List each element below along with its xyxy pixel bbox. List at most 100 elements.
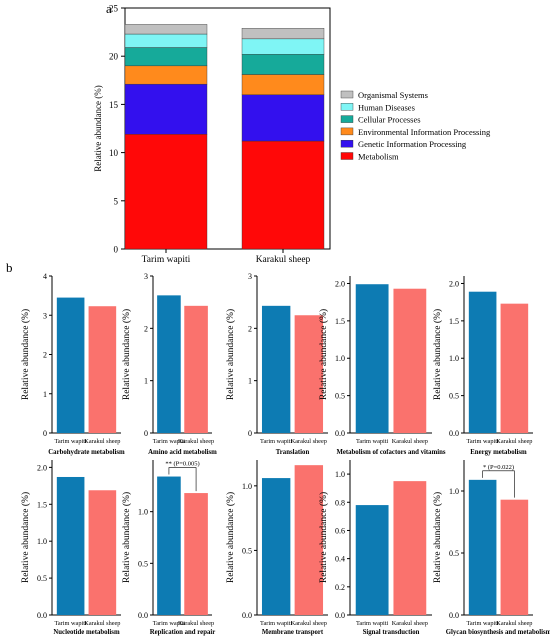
legend-label: Organismal Systems — [358, 90, 428, 100]
x-tick-label: Karakul sheep — [178, 438, 214, 445]
y-tick-label: 5 — [114, 196, 119, 206]
bar — [355, 505, 389, 615]
y-tick-label: 3 — [248, 272, 252, 281]
chart-title: Membrane transport — [262, 629, 324, 636]
significance-bracket — [168, 467, 197, 492]
bar — [500, 303, 529, 433]
bar — [261, 305, 291, 433]
y-tick-label: 1.0 — [37, 537, 47, 546]
stacked-bar-chart: 0 5 10 15 20 25 Relative abundance (%) Tarim wa… — [93, 4, 491, 266]
x-tick-label: Tarim wapiti — [466, 438, 499, 445]
bar — [184, 305, 208, 433]
x-tick-label: Karakul sheep — [392, 438, 428, 445]
y-tick-label: 0.2 — [335, 583, 345, 592]
y-tick-label: 20 — [109, 52, 119, 62]
legend-swatch — [340, 90, 354, 99]
y-tick-label: 1.5 — [37, 500, 47, 509]
y-tick-label: 0 — [43, 429, 47, 438]
x-tick-label: Karakul sheep — [392, 620, 428, 627]
y-tick-label: 0 — [248, 429, 252, 438]
legend-label: Genetic Information Processing — [358, 139, 467, 149]
y-tick-label: 1.0 — [138, 508, 148, 517]
y-axis-label: Relative abundance (%) — [318, 309, 329, 400]
y-tick-label: 4 — [43, 272, 47, 281]
significance-bracket — [482, 470, 515, 498]
panel-b-label: b — [6, 260, 13, 275]
y-tick-label: 2 — [248, 324, 252, 333]
stack-segment — [124, 24, 208, 35]
y-axis-label: Relative abundance (%) — [20, 309, 31, 400]
bar — [468, 291, 497, 433]
legend-swatch — [340, 139, 354, 148]
bar — [355, 284, 389, 433]
bar — [468, 479, 497, 615]
y-tick-label: 3 — [144, 272, 148, 281]
bar — [56, 476, 85, 615]
y-tick-label: 0.8 — [335, 498, 345, 507]
stack-segment — [241, 94, 325, 142]
chart-title: Glycan biosynthesis and metabolism — [446, 629, 550, 636]
legend-label: Human Diseases — [358, 102, 415, 112]
y-tick-label: 0.0 — [37, 611, 47, 620]
y-tick-label: 2.0 — [37, 463, 47, 472]
significance-label: ** (P=0.005) — [165, 461, 199, 468]
y-tick-label: 1.5 — [449, 317, 459, 326]
y-tick-label: 0.0 — [335, 429, 345, 438]
y-axis-label: Relative abundance (%) — [432, 492, 443, 583]
bar — [56, 297, 85, 433]
bar — [393, 481, 427, 615]
y-tick-label: 1.5 — [335, 317, 345, 326]
chart-title: Carbohydrate metabolism — [48, 449, 125, 456]
y-axis-label: Relative abundance (%) — [432, 309, 443, 400]
legend-label: Cellular Processes — [358, 115, 421, 125]
x-tick-label: Tarim wapiti — [260, 438, 293, 445]
y-tick-label: 1 — [43, 390, 47, 399]
y-tick-label: 1.0 — [335, 470, 345, 479]
chart-title: Replication and repair — [150, 629, 216, 636]
bar — [184, 493, 208, 615]
bar — [157, 295, 181, 433]
y-tick-label: 1.0 — [449, 354, 459, 363]
y-tick-label: 2.0 — [335, 279, 345, 288]
legend-swatch — [340, 127, 354, 136]
x-tick-label: Karakul sheep — [256, 255, 311, 265]
y-axis-label: Relative abundance (%) — [318, 492, 329, 583]
x-tick-label: Karakul sheep — [291, 438, 327, 445]
bar — [294, 465, 324, 615]
chart-title: Energy metabolism — [470, 449, 527, 456]
y-tick-label: 0.5 — [335, 392, 345, 401]
legend-swatch — [340, 103, 354, 111]
y-tick-label: 0.5 — [138, 559, 148, 568]
bar — [393, 288, 427, 433]
y-tick-label: 2 — [43, 351, 47, 360]
bar — [500, 499, 529, 615]
y-tick-label: 0 — [114, 245, 119, 255]
x-tick-label: Tarim wapiti — [356, 620, 389, 627]
y-axis-label: Relative abundance (%) — [93, 85, 103, 171]
stack-segment — [124, 65, 208, 85]
chart-title: Nucleotide metabolism — [53, 629, 120, 636]
stack-segment — [124, 83, 208, 135]
bar — [157, 476, 181, 615]
y-tick-label: 3 — [43, 311, 47, 320]
y-tick-label: 0.0 — [335, 611, 345, 620]
x-tick-label: Karakul sheep — [291, 620, 327, 627]
y-tick-label: 1 — [144, 377, 148, 386]
x-tick-label: Karakul sheep — [84, 438, 120, 445]
y-axis-label: Relative abundance (%) — [121, 492, 132, 583]
bar — [294, 315, 324, 433]
y-tick-label: 0.0 — [449, 611, 459, 620]
stack-segment — [124, 33, 208, 48]
y-tick-label: 10 — [109, 148, 119, 158]
x-tick-label: Tarim wapiti — [153, 438, 186, 445]
y-tick-label: 1.0 — [449, 487, 459, 496]
y-tick-label: 1.0 — [242, 482, 252, 491]
